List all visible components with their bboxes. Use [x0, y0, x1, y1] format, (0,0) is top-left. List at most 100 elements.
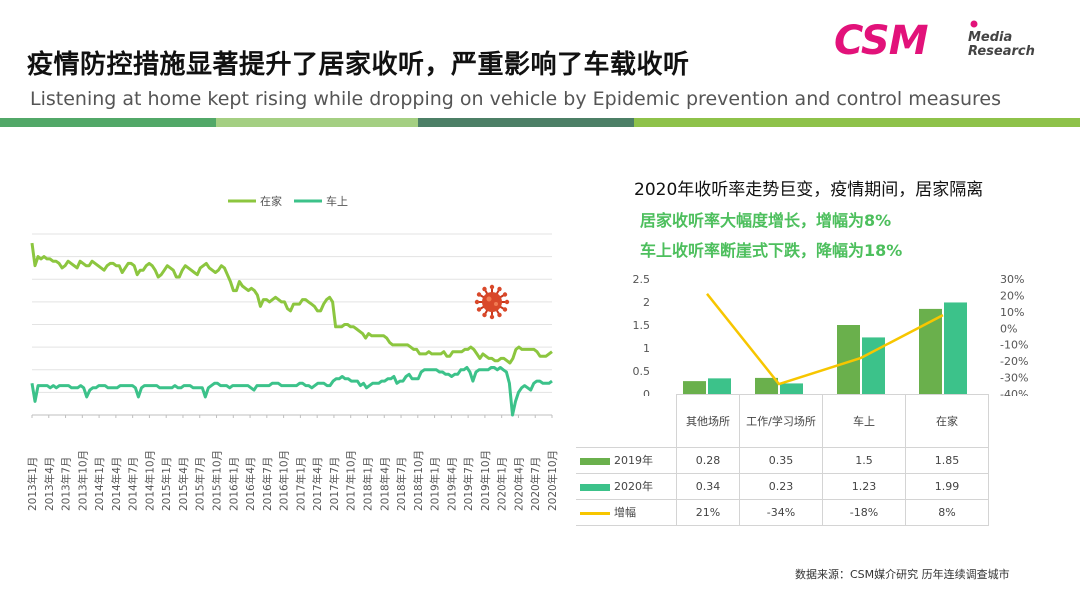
y2-tick-label: -20% [1000, 355, 1028, 368]
x-tick-label: 2015年4月 [177, 457, 190, 511]
x-tick-label: 2016年4月 [244, 457, 257, 511]
legend-label: 车上 [326, 194, 348, 208]
virus-spike-tip [474, 299, 480, 305]
x-tick-label: 2015年10月 [211, 450, 224, 511]
legend-key-2020 [580, 483, 610, 491]
table-header-row: 其他场所 工作/学习场所 车上 在家 [576, 394, 989, 448]
page-subtitle: Listening at home kept rising while drop… [30, 88, 1001, 110]
bar-2020 [780, 383, 803, 394]
x-tick-label: 2015年1月 [160, 457, 173, 511]
x-tick-label: 2016年10月 [278, 450, 291, 511]
x-tick-label: 2020年7月 [529, 457, 542, 511]
y2-tick-label: -10% [1000, 339, 1028, 352]
y2-tick-label: 30% [1000, 273, 1024, 286]
table-cell: 1.99 [905, 472, 989, 500]
table-row-label: 2020年 [576, 473, 677, 500]
legend-key-2019 [580, 457, 610, 465]
bar-2019 [837, 325, 860, 394]
change-line [706, 293, 944, 386]
bar-2020 [862, 337, 885, 394]
virus-body [482, 292, 502, 312]
x-tick-label: 2014年7月 [127, 457, 140, 511]
bar-2019 [919, 308, 942, 394]
logo-dot [970, 20, 978, 28]
table-row: 增幅 21% -34% -18% 8% [576, 498, 989, 526]
virus-spike-tip [476, 307, 482, 312]
table-cell: -18% [822, 498, 906, 526]
x-tick-label: 2020年1月 [496, 457, 509, 511]
table-cell: 1.85 [905, 446, 989, 474]
x-tick-label: 2013年10月 [76, 450, 89, 511]
highlight-car: 车上收听率断崖式下跌，降幅为18% [640, 241, 903, 260]
highlight-home: 居家收听率大幅度增长，增幅为8% [640, 211, 892, 230]
x-tick-label: 2016年1月 [227, 457, 240, 511]
table-header-cell: 车上 [822, 394, 906, 448]
y2-tick-label: 20% [1000, 289, 1024, 302]
virus-spike-tip [489, 284, 495, 290]
legend-label: 在家 [260, 194, 282, 208]
data-table: 其他场所 工作/学习场所 车上 在家 2019年 0.28 0.35 1.5 1… [576, 394, 989, 526]
y-tick-label: 1 [643, 342, 650, 355]
table-row-label: 2019年 [576, 447, 677, 474]
x-tick-label: 2016年7月 [261, 457, 274, 511]
table-cell: 0.23 [739, 472, 823, 500]
y-tick-label: 0 [643, 388, 650, 396]
csm-logo: CSM Media Research [834, 18, 1035, 62]
y2-tick-label: -40% [1000, 388, 1028, 396]
x-tick-label: 2017年10月 [345, 450, 358, 511]
table-cell: 0.28 [676, 446, 740, 474]
x-tick-label: 2017年1月 [294, 457, 307, 511]
line-chart: 在家 车上 2013年1月 2013年4月 2013年7月 2013年10月 2014年1月… [26, 194, 559, 511]
legend-label-change: 增幅 [614, 506, 636, 519]
virus-spike-tip [497, 312, 502, 318]
x-tick-label: 2014年1月 [93, 457, 106, 511]
y-tick-label: 2 [643, 296, 650, 309]
logo-main-text: CSM [834, 18, 928, 62]
page-title: 疫情防控措施显著提升了居家收听，严重影响了车载收听 [27, 50, 690, 80]
legend-key-change [580, 511, 610, 515]
y-tick-label: 1.5 [633, 319, 651, 332]
virus-spike-tip [502, 292, 508, 297]
x-tick-label: 2018年10月 [412, 450, 425, 511]
series-line-car [30, 366, 553, 417]
table-cell: 0.34 [676, 472, 740, 500]
table-cell: 8% [905, 498, 989, 526]
logo-line2-text: Research [968, 44, 1035, 59]
virus-spike-tip [502, 307, 508, 312]
table-cell: -34% [739, 498, 823, 526]
y-tick-label: 2.5 [633, 273, 651, 286]
divider-segment-2 [216, 118, 418, 127]
legend-label-2020: 2020年 [614, 480, 653, 493]
table-header-cell: 其他场所 [676, 394, 740, 448]
table-row-label: 增幅 [576, 499, 677, 526]
divider-segment-1 [0, 118, 216, 127]
divider-segment-4 [634, 118, 1080, 127]
series-line-home [30, 242, 553, 365]
table-row: 2019年 0.28 0.35 1.5 1.85 [576, 446, 989, 474]
logo-line1-text: Media [968, 30, 1012, 45]
headline: 2020年收听率走势巨变，疫情期间，居家隔离 [634, 180, 984, 200]
table-row: 2020年 0.34 0.23 1.23 1.99 [576, 472, 989, 500]
y2-tick-label: -30% [1000, 372, 1028, 385]
x-tick-label: 2013年7月 [60, 457, 73, 511]
x-tick-label: 2020年10月 [546, 450, 559, 511]
table-header-cell: 在家 [905, 394, 989, 448]
virus-spike-tip [476, 292, 482, 297]
virus-spike-tip [482, 312, 487, 318]
y2-tick-label: 0% [1000, 322, 1017, 335]
y2-tick-label: 10% [1000, 306, 1024, 319]
x-tick-label: 2017年7月 [328, 457, 341, 511]
virus-spike-tip [497, 286, 502, 292]
virus-icon [474, 284, 510, 320]
x-tick-label: 2019年10月 [479, 450, 492, 511]
table-cell: 0.35 [739, 446, 823, 474]
y-tick-label: 0.5 [633, 365, 651, 378]
x-tick-label: 2017年4月 [311, 457, 324, 511]
x-tick-label: 2013年4月 [43, 457, 56, 511]
table-cell: 1.5 [822, 446, 906, 474]
virus-spike-tip [489, 314, 495, 320]
x-tick-label: 2020年4月 [512, 457, 525, 511]
bar-2019 [683, 381, 706, 394]
x-tick-label: 2015年7月 [194, 457, 207, 511]
virus-spike-tip [482, 286, 487, 292]
